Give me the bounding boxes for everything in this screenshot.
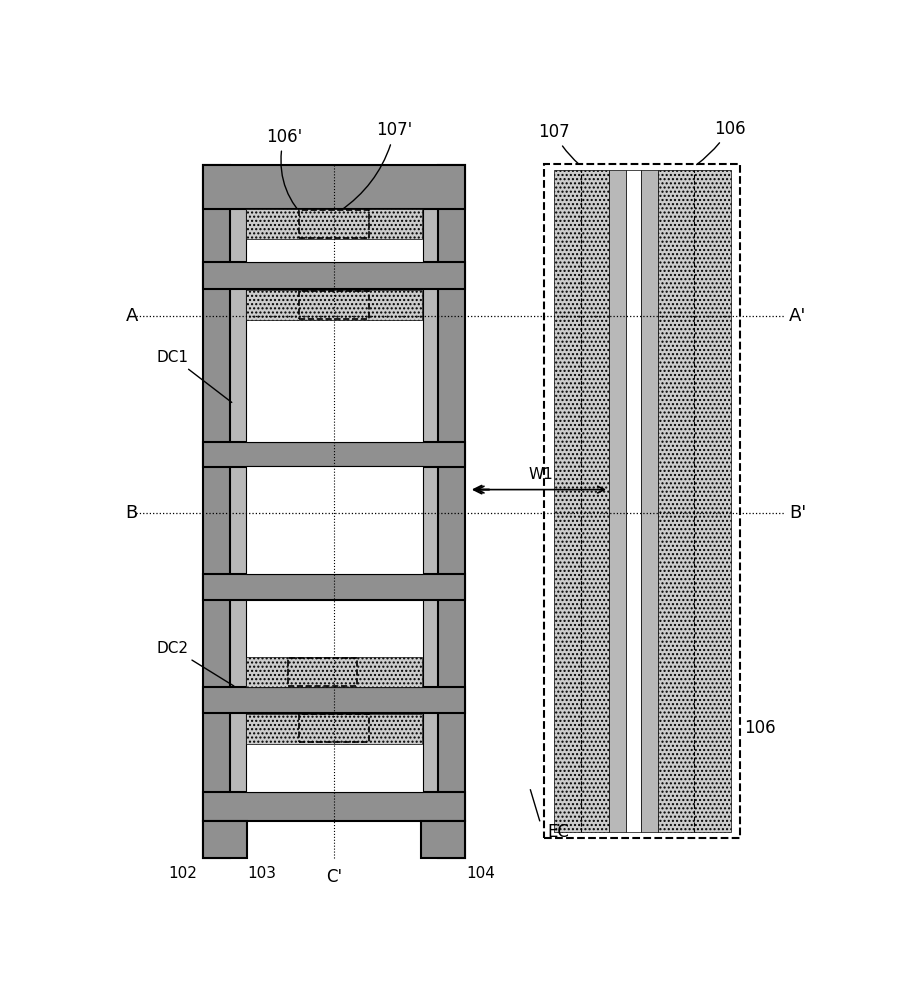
- Text: A': A': [789, 307, 806, 325]
- Text: 106: 106: [744, 719, 776, 737]
- Bar: [203, 821, 247, 858]
- Text: DC2: DC2: [157, 641, 234, 686]
- Bar: [438, 165, 465, 858]
- Bar: [544, 164, 740, 838]
- Bar: [203, 442, 465, 466]
- Text: 107': 107': [340, 121, 413, 211]
- Bar: [203, 165, 230, 858]
- Bar: [554, 170, 609, 832]
- Bar: [203, 574, 465, 600]
- Text: 106': 106': [266, 128, 309, 222]
- Bar: [246, 209, 422, 239]
- Bar: [245, 713, 423, 792]
- Bar: [626, 170, 641, 832]
- Bar: [609, 170, 626, 832]
- Bar: [246, 290, 422, 320]
- Text: 106: 106: [697, 120, 745, 165]
- Bar: [245, 600, 423, 687]
- Bar: [203, 165, 465, 209]
- Text: C': C': [326, 868, 343, 886]
- Bar: [245, 466, 423, 574]
- Text: 102: 102: [168, 866, 197, 881]
- Bar: [245, 209, 423, 262]
- Bar: [423, 165, 438, 858]
- Text: W3: W3: [377, 636, 401, 651]
- Bar: [641, 170, 658, 832]
- Text: W2: W2: [345, 513, 370, 528]
- Text: B': B': [789, 504, 806, 522]
- Text: C: C: [328, 357, 340, 375]
- Text: B: B: [126, 504, 138, 522]
- Text: 103: 103: [247, 866, 276, 881]
- Bar: [246, 657, 422, 687]
- Bar: [421, 821, 465, 858]
- Text: 104: 104: [467, 866, 495, 881]
- Text: EC: EC: [547, 823, 569, 841]
- Bar: [299, 714, 369, 742]
- Bar: [246, 714, 422, 744]
- Bar: [658, 170, 731, 832]
- Text: A: A: [125, 307, 138, 325]
- Bar: [245, 289, 423, 442]
- Text: DC1: DC1: [157, 350, 232, 402]
- Text: W1: W1: [529, 467, 553, 482]
- Bar: [288, 658, 357, 686]
- Bar: [299, 291, 369, 319]
- Bar: [230, 165, 245, 858]
- Bar: [203, 262, 465, 289]
- Bar: [203, 687, 465, 713]
- Bar: [299, 210, 369, 238]
- Bar: [203, 792, 465, 821]
- Text: 107: 107: [539, 123, 579, 164]
